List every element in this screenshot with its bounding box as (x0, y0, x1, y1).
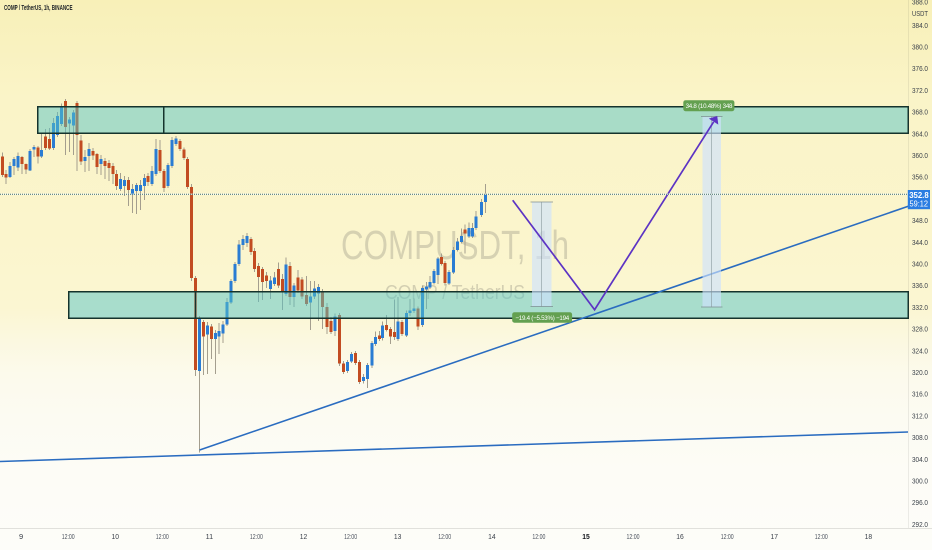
svg-text:12: 12 (300, 532, 308, 541)
svg-text:308.0: 308.0 (912, 433, 928, 442)
svg-text:320.0: 320.0 (912, 368, 928, 377)
svg-text:34.8 (10.48%) 348: 34.8 (10.48%) 348 (686, 103, 733, 110)
svg-text:324.0: 324.0 (912, 346, 928, 355)
svg-text:380.0: 380.0 (912, 43, 928, 52)
svg-text:12:00: 12:00 (815, 532, 828, 541)
svg-text:296.0: 296.0 (912, 498, 928, 507)
svg-text:384.0: 384.0 (912, 21, 928, 30)
svg-text:388.0: 388.0 (912, 0, 928, 6)
svg-text:16: 16 (676, 532, 684, 541)
svg-text:316.0: 316.0 (912, 390, 928, 399)
svg-text:336.0: 336.0 (912, 281, 928, 290)
svg-text:292.0: 292.0 (912, 520, 928, 529)
svg-text:15: 15 (582, 532, 590, 541)
svg-text:312.0: 312.0 (912, 411, 928, 420)
svg-text:360.0: 360.0 (912, 151, 928, 160)
svg-text:364.0: 364.0 (912, 129, 928, 138)
svg-text:356.0: 356.0 (912, 173, 928, 182)
svg-text:304.0: 304.0 (912, 455, 928, 464)
svg-text:12:00: 12:00 (62, 532, 75, 541)
svg-text:13: 13 (394, 532, 402, 541)
svg-text:12:00: 12:00 (532, 532, 545, 541)
svg-text:14: 14 (488, 532, 496, 541)
svg-text:17: 17 (771, 532, 779, 541)
svg-text:12:00: 12:00 (156, 532, 169, 541)
svg-text:340.0: 340.0 (912, 260, 928, 269)
svg-text:11: 11 (206, 532, 214, 541)
svg-text:−19.4 (−5.53%) −194: −19.4 (−5.53%) −194 (515, 315, 569, 322)
svg-text:12:00: 12:00 (627, 532, 640, 541)
svg-text:12:00: 12:00 (721, 532, 734, 541)
svg-text:352.8: 352.8 (909, 190, 929, 200)
svg-text:COMP / TetherUS, 1h, BINANCE: COMP / TetherUS, 1h, BINANCE (4, 5, 73, 12)
svg-text:348.0: 348.0 (912, 216, 928, 225)
svg-text:18: 18 (865, 532, 873, 541)
svg-text:USDT: USDT (912, 9, 928, 18)
svg-text:372.0: 372.0 (912, 86, 928, 95)
svg-text:12:00: 12:00 (438, 532, 451, 541)
svg-text:328.0: 328.0 (912, 325, 928, 334)
svg-text:376.0: 376.0 (912, 64, 928, 73)
svg-text:9: 9 (19, 532, 23, 541)
svg-text:10: 10 (112, 532, 120, 541)
svg-text:368.0: 368.0 (912, 108, 928, 117)
svg-text:59:12: 59:12 (910, 200, 929, 209)
svg-text:12:00: 12:00 (250, 532, 263, 541)
svg-text:344.0: 344.0 (912, 238, 928, 247)
svg-text:12:00: 12:00 (344, 532, 357, 541)
svg-text:332.0: 332.0 (912, 303, 928, 312)
svg-text:300.0: 300.0 (912, 477, 928, 486)
